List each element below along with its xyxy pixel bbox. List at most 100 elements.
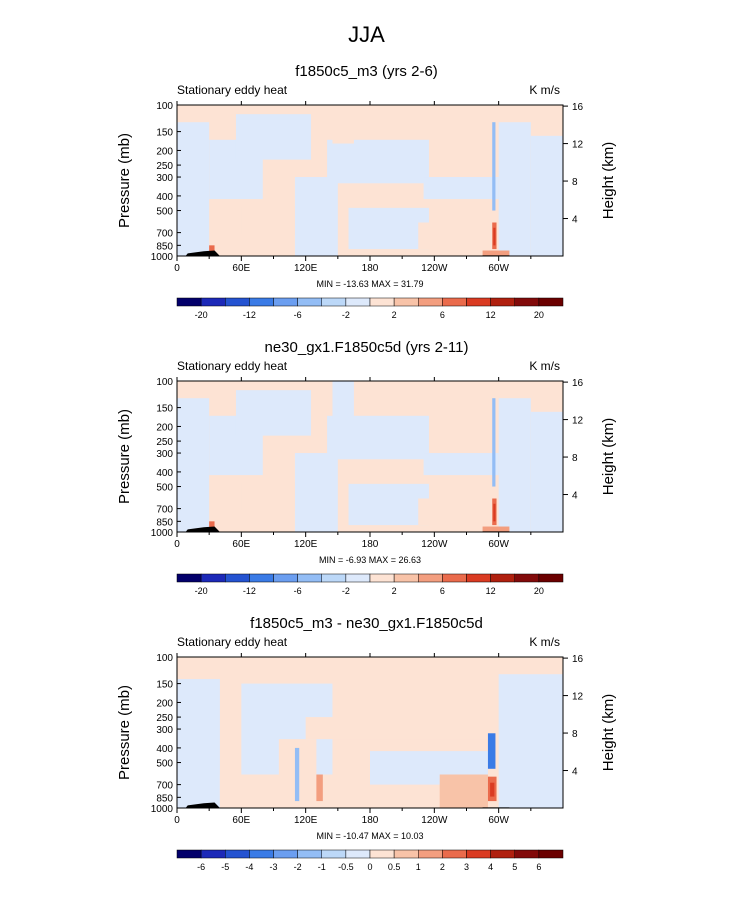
field-label: Stationary eddy heat bbox=[177, 359, 288, 373]
contour-region bbox=[418, 498, 446, 526]
y2-tick-label: 16 bbox=[572, 378, 584, 389]
colorbar-swatch bbox=[418, 297, 443, 307]
y2-tick-label: 16 bbox=[572, 102, 584, 113]
x-tick-label: 60W bbox=[488, 263, 509, 274]
x-tick-label: 60E bbox=[232, 815, 250, 826]
y2-axis-label: Height (km) bbox=[600, 418, 617, 496]
colorbar-swatch bbox=[273, 573, 298, 583]
colorbar: -20 -12 -6 -2 2 6 12 20 bbox=[176, 297, 564, 320]
contour-core bbox=[482, 250, 510, 256]
chart-svg-3: f1850c5_m3 - ne30_gx1.F1850c5d Stationary… bbox=[116, 615, 617, 872]
contour-region bbox=[235, 114, 312, 160]
y2-axis-label: Height (km) bbox=[600, 694, 617, 772]
contour-core bbox=[492, 398, 496, 487]
colorbar-swatch bbox=[393, 849, 419, 859]
colorbar-label: -0.5 bbox=[338, 862, 354, 872]
y-tick-label: 400 bbox=[156, 744, 173, 755]
colorbar-swatch bbox=[345, 297, 371, 307]
y-tick-label: 150 bbox=[156, 404, 173, 415]
contour-region bbox=[327, 415, 429, 460]
colorbar-swatch bbox=[393, 297, 419, 307]
x-tick-label: 120W bbox=[421, 263, 448, 274]
colorbar: -6 -5 -4 -3 -2 -1 -0.5 0 0.5 1 2 3 4 5 6 bbox=[176, 849, 564, 872]
colorbar-swatch bbox=[369, 573, 395, 583]
y-tick-label: 500 bbox=[156, 483, 173, 494]
x-tick-label: 0 bbox=[174, 815, 180, 826]
contour-region bbox=[498, 674, 563, 808]
contour-core bbox=[493, 503, 496, 522]
contour-core bbox=[209, 245, 215, 256]
colorbar-swatch bbox=[176, 573, 202, 583]
panel-title: f1850c5_m3 - ne30_gx1.F1850c5d bbox=[250, 615, 483, 632]
colorbar-label: -20 bbox=[195, 310, 208, 320]
colorbar-swatch bbox=[249, 297, 274, 307]
units-label: K m/s bbox=[529, 83, 560, 97]
x-tick-label: 120E bbox=[294, 263, 318, 274]
units-label: K m/s bbox=[529, 635, 560, 649]
y-tick-label: 200 bbox=[156, 698, 173, 709]
colorbar-swatch bbox=[514, 297, 540, 307]
contour-region bbox=[439, 774, 488, 808]
colorbar-label: 20 bbox=[534, 310, 544, 320]
x-tick-label: 60E bbox=[232, 263, 250, 274]
colorbar-label: 6 bbox=[440, 310, 445, 320]
contour-region bbox=[348, 483, 429, 526]
colorbar-swatch bbox=[249, 573, 274, 583]
colorbar-swatch bbox=[297, 849, 322, 859]
colorbar-swatch bbox=[490, 297, 515, 307]
chart-panel-1: f1850c5_m3 (yrs 2-6) Stationary eddy heat… bbox=[0, 58, 733, 358]
colorbar-swatch bbox=[490, 849, 515, 859]
page-title: JJA bbox=[348, 22, 385, 47]
topography-mask bbox=[185, 802, 220, 808]
topography-mask bbox=[185, 526, 220, 532]
colorbar-swatch bbox=[321, 849, 347, 859]
y-tick-label: 700 bbox=[156, 781, 173, 792]
y-tick-label: 1000 bbox=[151, 804, 174, 815]
y-tick-label: 150 bbox=[156, 128, 173, 139]
y-tick-label: 200 bbox=[156, 146, 173, 157]
min-max-stats: MIN = -6.93 MAX = 26.63 bbox=[319, 555, 421, 565]
topography-mask bbox=[185, 250, 220, 256]
colorbar-swatch bbox=[369, 297, 395, 307]
colorbar-label: 2 bbox=[392, 586, 397, 596]
y-tick-label: 850 bbox=[156, 241, 173, 252]
colorbar-swatch bbox=[369, 849, 395, 859]
contour-region bbox=[348, 207, 429, 250]
contour-core bbox=[490, 782, 495, 797]
colorbar-swatch bbox=[225, 849, 250, 859]
y2-tick-label: 4 bbox=[572, 767, 578, 778]
y-tick-label: 850 bbox=[156, 793, 173, 804]
field-label: Stationary eddy heat bbox=[177, 83, 288, 97]
y-tick-label: 200 bbox=[156, 422, 173, 433]
colorbar-label: 0.5 bbox=[388, 862, 401, 872]
y2-axis-label: Height (km) bbox=[600, 142, 617, 220]
y-tick-label: 100 bbox=[156, 653, 173, 664]
colorbar-swatch bbox=[176, 849, 202, 859]
colorbar-swatch bbox=[442, 849, 467, 859]
colorbar-label: 1 bbox=[416, 862, 421, 872]
y-tick-label: 500 bbox=[156, 207, 173, 218]
colorbar-label: -1 bbox=[318, 862, 326, 872]
chart-svg-1: f1850c5_m3 (yrs 2-6) Stationary eddy heat… bbox=[116, 63, 617, 320]
contour-region bbox=[423, 453, 499, 476]
contour-core bbox=[487, 733, 496, 769]
colorbar-label: 5 bbox=[512, 862, 517, 872]
colorbar-label: 12 bbox=[486, 310, 496, 320]
x-tick-label: 0 bbox=[174, 263, 180, 274]
colorbar-swatch bbox=[466, 297, 491, 307]
contour-region bbox=[498, 122, 531, 256]
x-tick-label: 180 bbox=[362, 539, 379, 550]
colorbar-swatch bbox=[297, 573, 322, 583]
contour-region bbox=[235, 390, 312, 436]
colorbar-swatch bbox=[345, 573, 371, 583]
x-tick-label: 120E bbox=[294, 539, 318, 550]
y2-tick-label: 12 bbox=[572, 692, 584, 703]
colorbar-label: -20 bbox=[195, 586, 208, 596]
contour-region bbox=[530, 411, 563, 532]
y2-tick-label: 16 bbox=[572, 654, 584, 665]
colorbar-label: 20 bbox=[534, 586, 544, 596]
colorbar-swatch bbox=[466, 573, 491, 583]
colorbar-swatch bbox=[200, 297, 226, 307]
y-axis-label: Pressure (mb) bbox=[116, 685, 133, 780]
contour-region bbox=[177, 679, 220, 808]
